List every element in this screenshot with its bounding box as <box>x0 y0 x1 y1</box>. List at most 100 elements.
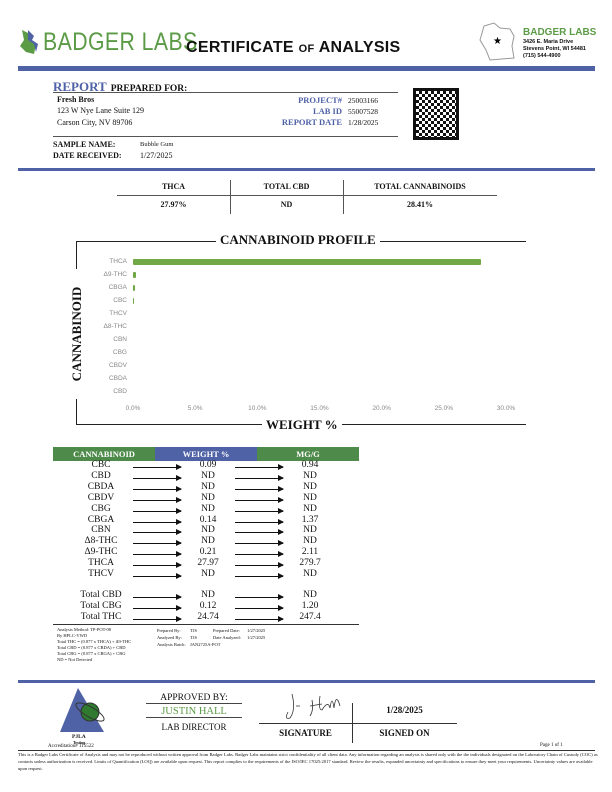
arrow-icon <box>133 594 182 600</box>
note-line: By HPLC-VWD <box>57 633 88 638</box>
note-line: Total THC = (0.877 x THCA) + Δ9-THC <box>57 639 132 644</box>
table-row: Total CBG 0.12 1.20 <box>50 601 360 614</box>
weight-value: ND <box>201 503 215 514</box>
mgg-value: 0.94 <box>301 460 319 470</box>
chart-bar <box>133 259 481 265</box>
chart-category-label: THCA <box>109 258 127 265</box>
mgg-value: ND <box>303 470 317 481</box>
arrow-icon <box>235 615 284 622</box>
chart-tick-label: 10.0% <box>248 405 267 412</box>
client-address-2: Carson City, NV 89706 <box>57 118 133 127</box>
badger-logo-icon <box>18 28 40 56</box>
cannabinoid-name: THCA <box>88 558 114 569</box>
lab-id-label: LAB ID <box>312 106 342 116</box>
analyzed-by: TJS <box>190 635 198 640</box>
arrow-icon <box>235 507 284 514</box>
table-row: CBC 0.09 0.94 <box>50 460 360 473</box>
signature-label: SIGNATURE <box>279 728 332 738</box>
arrow-icon <box>133 507 182 514</box>
testing-label: Testing <box>73 740 86 745</box>
chart-category-label: Δ9-THC <box>103 271 127 278</box>
chart-tick-label: 15.0% <box>310 405 329 412</box>
arrow-icon <box>235 604 284 611</box>
arrow-icon <box>133 518 182 525</box>
approved-by-label: APPROVED BY: <box>146 693 242 704</box>
weight-value: 24.74 <box>197 611 219 622</box>
arrow-icon <box>235 518 284 525</box>
pjla-label: PJLA <box>72 734 86 740</box>
arrow-icon <box>235 540 284 547</box>
chart-category-label: CBG <box>112 349 127 356</box>
lab-name: BADGER LABS <box>523 27 597 38</box>
footer-divider <box>18 680 595 683</box>
mgg-value: 1.37 <box>301 514 319 525</box>
table-row: Total THC 24.74 247.4 <box>50 612 360 625</box>
chart-category-label: CBD <box>113 388 127 395</box>
mgg-value: 2.11 <box>301 547 319 558</box>
arrow-icon <box>235 529 284 536</box>
weight-value: ND <box>201 492 215 503</box>
summary-value-total-cannabinoids: 28.41% <box>407 200 433 209</box>
cannabinoid-name: CBDV <box>87 492 115 503</box>
chart-category-label: CBDA <box>108 375 127 382</box>
note-line: Total CBD = (0.877 x CBDA) + CBD <box>57 645 126 650</box>
mgg-value: ND <box>303 492 317 503</box>
table-row: Δ9-THC 0.21 2.11 <box>50 547 360 560</box>
table-row: CBG ND ND <box>50 504 360 517</box>
arrow-icon <box>235 573 284 579</box>
chart-xlabel: WEIGHT % <box>262 417 342 433</box>
weight-value: 27.97 <box>197 558 219 569</box>
batch-label: Analysis Batch: <box>157 642 186 647</box>
arrow-icon <box>133 464 182 470</box>
lab-address-2: Stevens Point, WI 54481 <box>523 46 586 52</box>
qr-code[interactable] <box>413 88 459 140</box>
weight-value: ND <box>201 481 215 492</box>
table-row: THCA 27.97 279.7 <box>50 558 360 571</box>
cannabinoid-name: Δ9-THC <box>84 547 118 558</box>
prepared-date-label: Prepared Date: <box>213 628 240 633</box>
cannabinoid-name: CBC <box>91 460 111 470</box>
chart-bar <box>133 285 135 291</box>
arrow-icon <box>133 615 182 622</box>
divider <box>53 136 398 137</box>
chart-frame <box>76 241 526 425</box>
mgg-value: ND <box>303 590 317 600</box>
wisconsin-map-icon: ★ <box>478 20 523 62</box>
approver-title: LAB DIRECTOR <box>161 722 227 732</box>
table-row: CBDA ND ND <box>50 482 360 495</box>
arrow-icon <box>235 496 284 503</box>
summary-header-total-cannabinoids: TOTAL CANNABINOIDS <box>374 182 466 191</box>
header-cannabinoid: CANNABINOID <box>53 447 155 461</box>
table-row: THCV ND ND <box>50 569 360 582</box>
arrow-icon <box>235 551 284 558</box>
arrow-icon <box>133 474 182 481</box>
chart-category-label: CBN <box>113 336 127 343</box>
table-row: Total CBD ND ND <box>50 590 360 603</box>
sample-name-label: SAMPLE NAME: <box>53 140 116 149</box>
date-received-label: DATE RECEIVED: <box>53 151 122 160</box>
title-certificate: CERTIFICATE <box>186 39 294 56</box>
divider <box>53 92 398 93</box>
report-heading: REPORT PREPARED FOR: <box>53 78 187 96</box>
svg-text:★: ★ <box>493 36 502 47</box>
chart-tick-label: 20.0% <box>372 405 391 412</box>
section-divider <box>18 168 595 171</box>
title-analysis: ANALYSIS <box>318 39 401 56</box>
summary-header-total-cbd: TOTAL CBD <box>263 182 310 191</box>
chart-tick-label: 0.0% <box>125 405 141 412</box>
header-divider <box>18 66 595 71</box>
prepared-by-label: Prepared By: <box>157 628 181 633</box>
client-address-1: 123 W Nye Lane Suite 129 <box>57 106 145 115</box>
mgg-value: ND <box>303 481 317 492</box>
cannabinoid-name: CBGA <box>87 514 115 525</box>
arrow-icon <box>133 529 182 536</box>
chart-bar <box>133 298 135 304</box>
arrow-icon <box>235 474 284 481</box>
mgg-value: 247.4 <box>299 611 321 622</box>
date-analyzed: 1/27/2025 <box>247 635 266 640</box>
chart-category-label: CBGA <box>108 284 127 291</box>
table-row: CBN ND ND <box>50 525 360 538</box>
cannabinoid-name: Total THC <box>80 611 122 622</box>
project-number: 25003166 <box>348 96 378 105</box>
signed-on-label: SIGNED ON <box>379 728 430 738</box>
